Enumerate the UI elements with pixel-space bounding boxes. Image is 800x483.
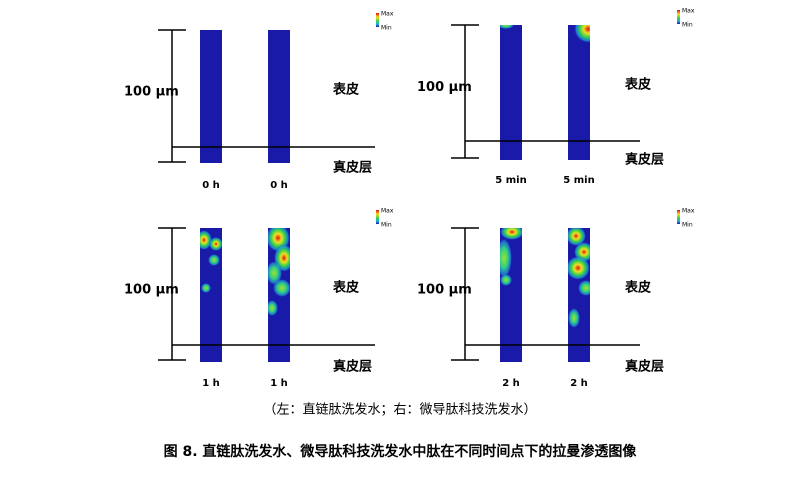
color-bar bbox=[677, 10, 680, 24]
color-bar bbox=[677, 210, 680, 224]
heat-spot bbox=[578, 280, 590, 296]
figure-title: 图 8. 直链肽洗发水、微导肽科技洗发水中肽在不同时间点下的拉曼渗透图像 bbox=[164, 443, 638, 460]
time-label: 1 h bbox=[270, 378, 288, 389]
legend-max: Max bbox=[682, 8, 695, 15]
heat-spot bbox=[568, 228, 586, 246]
heat-spots bbox=[268, 228, 290, 316]
dermis-label: 真皮层 bbox=[625, 359, 664, 375]
legend-max: Max bbox=[381, 208, 394, 215]
legend-max: Max bbox=[682, 208, 695, 215]
caption: （左：直链肽洗发水；右：微导肽科技洗发水） bbox=[263, 402, 536, 418]
heat-spot bbox=[568, 256, 590, 280]
legend-max: Max bbox=[381, 11, 394, 18]
epidermis-label: 表皮 bbox=[624, 77, 651, 93]
heat-spots bbox=[574, 25, 590, 43]
epidermis-label: 表皮 bbox=[332, 280, 359, 296]
raman-image bbox=[200, 30, 222, 163]
heat-spot bbox=[200, 230, 212, 250]
color-bar bbox=[376, 210, 379, 224]
heat-spots bbox=[568, 228, 590, 328]
heat-spot bbox=[568, 308, 580, 328]
scale-label: 100 μm bbox=[417, 80, 472, 95]
scale-label: 100 μm bbox=[417, 283, 472, 298]
heat-spot bbox=[574, 25, 590, 43]
legend-min: Min bbox=[682, 22, 693, 29]
heat-spots bbox=[500, 228, 522, 286]
heat-spot bbox=[201, 283, 211, 293]
heat-spot bbox=[500, 228, 522, 240]
heat-spot bbox=[208, 254, 220, 266]
time-label: 5 min bbox=[495, 175, 526, 186]
legend-min: Min bbox=[381, 222, 392, 229]
dermis-label: 真皮层 bbox=[333, 359, 372, 375]
scale-label: 100 μm bbox=[124, 283, 179, 298]
heat-spot bbox=[500, 238, 512, 278]
legend-min: Min bbox=[381, 25, 392, 32]
epidermis-label: 表皮 bbox=[624, 280, 651, 296]
heat-spot bbox=[268, 300, 278, 316]
time-label: 5 min bbox=[563, 175, 594, 186]
time-label: 0 h bbox=[202, 180, 220, 191]
legend-min: Min bbox=[682, 222, 693, 229]
raman-image bbox=[568, 25, 590, 160]
heat-spots bbox=[500, 25, 514, 29]
time-label: 2 h bbox=[570, 378, 588, 389]
heat-spot bbox=[500, 25, 514, 29]
time-label: 1 h bbox=[202, 378, 220, 389]
dermis-label: 真皮层 bbox=[333, 160, 372, 176]
heat-spot bbox=[268, 261, 282, 285]
heat-spot bbox=[273, 279, 290, 297]
heat-spots bbox=[200, 230, 222, 293]
raman-image bbox=[268, 30, 290, 163]
color-bar bbox=[376, 13, 379, 27]
time-label: 2 h bbox=[502, 378, 520, 389]
raman-image bbox=[500, 25, 522, 160]
time-label: 0 h bbox=[270, 180, 288, 191]
epidermis-label: 表皮 bbox=[332, 82, 359, 98]
dermis-label: 真皮层 bbox=[625, 152, 664, 168]
scale-label: 100 μm bbox=[124, 85, 179, 100]
heat-spot bbox=[209, 237, 222, 251]
heat-spot bbox=[500, 274, 512, 286]
